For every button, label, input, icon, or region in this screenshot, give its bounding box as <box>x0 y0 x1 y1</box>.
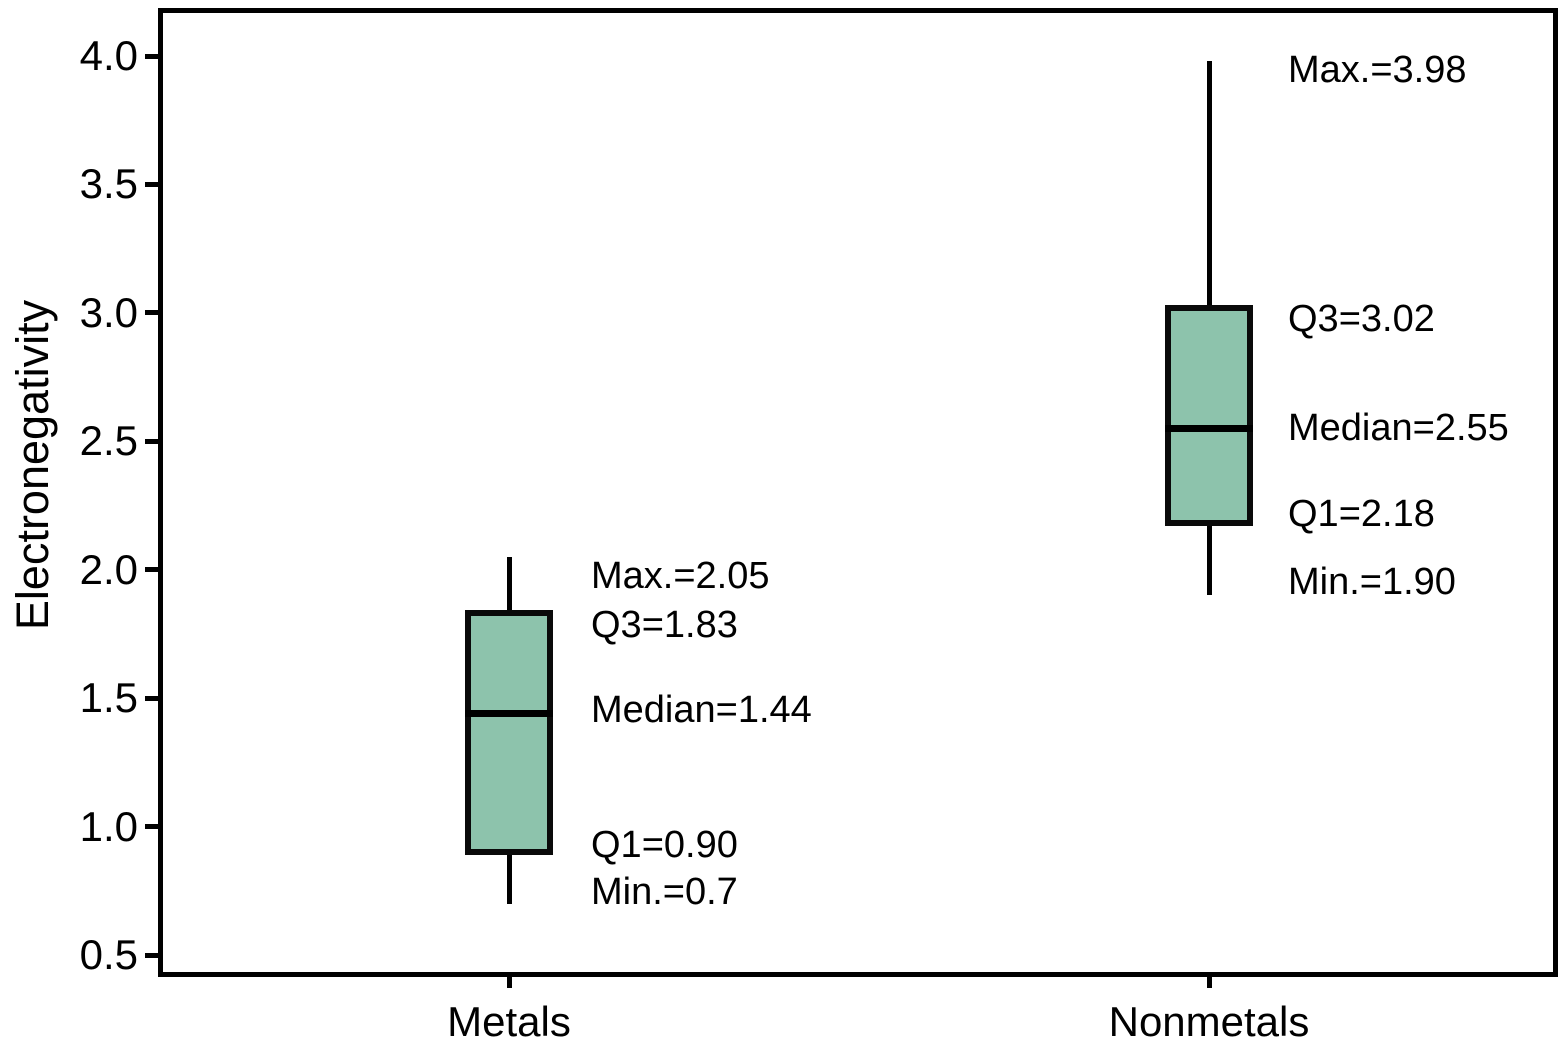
category-label: Metals <box>447 998 571 1044</box>
stat-label-median: Median=2.55 <box>1288 407 1509 450</box>
y-axis-tick <box>145 952 158 958</box>
x-axis-tick <box>1206 977 1212 988</box>
stat-label-q1: Q1=0.90 <box>591 824 738 867</box>
y-axis-tick <box>145 181 158 187</box>
stat-label-q3: Q3=3.02 <box>1288 297 1435 340</box>
y-axis-tick-label: 4.0 <box>79 32 138 79</box>
y-axis-tick-label: 3.5 <box>79 160 138 208</box>
upper-whisker <box>506 556 512 614</box>
median-line <box>465 710 553 718</box>
y-axis-tick-label: 1.5 <box>79 674 138 722</box>
y-axis-tick-label: 2.5 <box>79 417 138 465</box>
y-axis-tick-label: 0.5 <box>79 931 138 978</box>
stat-label-min: Min.=1.90 <box>1288 561 1456 604</box>
plot-frame <box>158 8 1558 977</box>
y-axis-tick <box>145 310 158 316</box>
median-line <box>1165 424 1253 432</box>
y-axis-tick <box>145 824 158 830</box>
stat-label-max: Max.=2.05 <box>591 554 770 597</box>
lower-whisker <box>1206 523 1212 596</box>
stat-label-q3: Q3=1.83 <box>591 604 738 647</box>
y-axis-tick-label: 3.0 <box>79 288 138 336</box>
stat-label-max: Max.=3.98 <box>1288 49 1467 92</box>
lower-whisker <box>506 852 512 904</box>
y-axis-tick <box>145 53 158 59</box>
y-axis-tick-label: 1.0 <box>79 802 138 850</box>
y-axis-tick <box>145 438 158 444</box>
y-axis-tick <box>145 567 158 573</box>
category-label: Nonmetals <box>1108 998 1310 1044</box>
x-axis-tick <box>506 977 512 988</box>
stat-label-q1: Q1=2.18 <box>1288 493 1435 536</box>
y-axis-tick <box>145 695 158 701</box>
stat-label-median: Median=1.44 <box>591 688 812 731</box>
iqr-box <box>465 610 553 856</box>
upper-whisker <box>1206 61 1212 308</box>
stat-label-min: Min.=0.7 <box>591 870 738 913</box>
iqr-box <box>1165 304 1253 527</box>
y-axis-tick-label: 2.0 <box>79 545 138 593</box>
